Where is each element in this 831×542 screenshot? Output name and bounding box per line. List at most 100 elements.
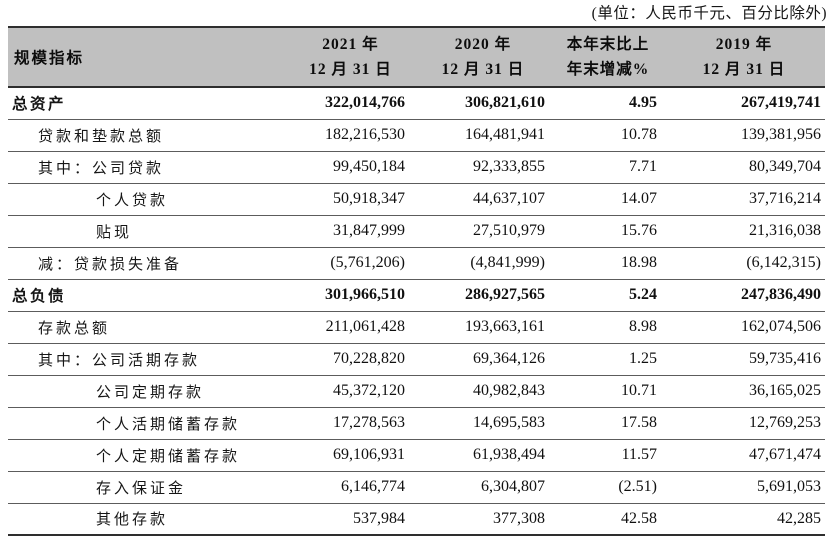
value-2020: 306,821,610 (465, 94, 545, 112)
row-label: 减：贷款损失准备 (38, 256, 183, 273)
value-2019: (6,142,315) (746, 254, 821, 271)
value-2019: 247,836,490 (741, 286, 821, 303)
value-change-pct: 8.98 (629, 318, 657, 335)
row-label: 其中：公司贷款 (38, 160, 165, 177)
value-2021: (5,761,206) (330, 254, 405, 271)
value-2020: 40,982,843 (473, 382, 545, 399)
header-2021-date: 12 月 31 日 (309, 61, 392, 78)
table-row: 减：贷款损失准备 (5,761,206) (4,841,999) 18.98 (… (8, 247, 825, 279)
value-change-pct: 18.98 (621, 254, 657, 271)
header-2020-date: 12 月 31 日 (441, 61, 525, 78)
table-row: 贴现 31,847,999 27,510,979 15.76 21,316,03… (8, 215, 825, 247)
row-label: 存款总额 (38, 320, 111, 337)
value-2021: 182,216,530 (325, 126, 405, 143)
value-2019: 139,381,956 (741, 126, 821, 143)
table-row: 个人贷款 50,918,347 44,637,107 14.07 37,716,… (8, 183, 825, 215)
value-2021: 99,450,184 (333, 158, 405, 175)
scale-indicators-table: 规模指标 2021 年 12 月 31 日 2020 年 12 月 31 日 本… (8, 26, 825, 536)
value-2020: 27,510,979 (473, 222, 545, 239)
value-change-pct: 10.71 (621, 382, 657, 399)
header-scale-indicator: 规模指标 (14, 50, 85, 67)
value-change-pct: 1.25 (629, 350, 657, 367)
table-row: 其他存款 537,984 377,308 42.58 42,285 (8, 503, 825, 535)
value-2019: 47,671,474 (749, 446, 821, 463)
value-change-pct: 14.07 (621, 190, 657, 207)
value-2021: 17,278,563 (333, 414, 405, 431)
row-label: 总负债 (12, 288, 67, 305)
table-body: 总资产 322,014,766 306,821,610 4.95 267,419… (8, 87, 825, 535)
row-label: 个人定期储蓄存款 (96, 448, 241, 465)
value-change-pct: 7.71 (629, 158, 657, 175)
value-2020: 61,938,494 (473, 446, 545, 463)
value-2021: 301,966,510 (325, 286, 405, 303)
value-2020: 92,333,855 (473, 158, 545, 175)
value-2021: 45,372,120 (333, 382, 405, 399)
row-label: 其他存款 (96, 512, 169, 529)
header-change: 本年末比上 年末增减% (553, 27, 663, 87)
value-2020: 286,927,565 (465, 286, 545, 303)
value-2019: 5,691,053 (757, 478, 821, 495)
table-row: 总负债 301,966,510 286,927,565 5.24 247,836… (8, 279, 825, 311)
value-2020: (4,841,999) (470, 254, 545, 271)
value-change-pct: 15.76 (621, 222, 657, 239)
header-2021-year: 2021 年 (322, 36, 379, 53)
table-row: 个人活期储蓄存款 17,278,563 14,695,583 17.58 12,… (8, 407, 825, 439)
value-2021: 69,106,931 (333, 446, 405, 463)
table-row: 贷款和垫款总额 182,216,530 164,481,941 10.78 13… (8, 119, 825, 151)
value-2020: 6,304,807 (481, 478, 545, 495)
value-2019: 80,349,704 (749, 158, 821, 175)
value-2020: 69,364,126 (473, 350, 545, 367)
value-2019: 162,074,506 (741, 318, 821, 335)
value-2021: 31,847,999 (333, 222, 405, 239)
value-2021: 211,061,428 (325, 318, 405, 335)
header-2020-year: 2020 年 (454, 36, 512, 53)
header-2020: 2020 年 12 月 31 日 (413, 27, 553, 87)
unit-note: (单位：人民币千元、百分比除外) (591, 5, 827, 22)
value-2019: 36,165,025 (749, 382, 821, 399)
row-label: 其中：公司活期存款 (38, 352, 201, 369)
value-2019: 37,716,214 (749, 190, 821, 207)
value-2020: 44,637,107 (473, 190, 545, 207)
table-header: 规模指标 2021 年 12 月 31 日 2020 年 12 月 31 日 本… (8, 27, 825, 87)
header-change-line2: 年末增减% (566, 61, 650, 78)
row-label: 贴现 (96, 224, 133, 241)
table-row: 存入保证金 6,146,774 6,304,807 (2.51) 5,691,0… (8, 471, 825, 503)
table-row: 公司定期存款 45,372,120 40,982,843 10.71 36,16… (8, 375, 825, 407)
header-change-line1: 本年末比上 (566, 36, 650, 53)
table-row: 个人定期储蓄存款 69,106,931 61,938,494 11.57 47,… (8, 439, 825, 471)
value-change-pct: 5.24 (629, 286, 657, 303)
value-2020: 14,695,583 (473, 414, 545, 431)
value-2020: 377,308 (493, 509, 545, 527)
value-2019: 59,735,416 (749, 350, 821, 367)
table-row: 存款总额 211,061,428 193,663,161 8.98 162,07… (8, 311, 825, 343)
row-label: 个人贷款 (96, 192, 169, 209)
row-label: 个人活期储蓄存款 (96, 416, 241, 433)
row-label: 公司定期存款 (96, 384, 205, 401)
value-2021: 6,146,774 (341, 478, 405, 495)
value-2020: 164,481,941 (465, 126, 545, 143)
value-2019: 12,769,253 (749, 414, 821, 431)
value-2019: 267,419,741 (741, 94, 821, 112)
value-change-pct: 4.95 (629, 94, 657, 112)
value-2020: 193,663,161 (465, 318, 545, 335)
header-2019: 2019 年 12 月 31 日 (663, 27, 825, 87)
value-change-pct: (2.51) (618, 478, 657, 495)
value-change-pct: 17.58 (621, 414, 657, 431)
header-2021: 2021 年 12 月 31 日 (288, 27, 413, 87)
row-label: 贷款和垫款总额 (38, 128, 165, 145)
table-row: 其中：公司贷款 99,450,184 92,333,855 7.71 80,34… (8, 151, 825, 183)
value-2021: 50,918,347 (333, 190, 405, 207)
header-2019-date: 12 月 31 日 (702, 61, 786, 78)
row-label: 存入保证金 (96, 480, 187, 497)
header-2019-year: 2019 年 (715, 36, 773, 53)
value-change-pct: 11.57 (621, 446, 657, 463)
value-2021: 322,014,766 (325, 94, 405, 112)
value-2019: 42,285 (777, 509, 821, 527)
table-row: 其中：公司活期存款 70,228,820 69,364,126 1.25 59,… (8, 343, 825, 375)
value-change-pct: 10.78 (621, 126, 657, 143)
table-row: 总资产 322,014,766 306,821,610 4.95 267,419… (8, 87, 825, 119)
row-label: 总资产 (12, 96, 67, 114)
value-2021: 70,228,820 (333, 350, 405, 367)
value-2019: 21,316,038 (749, 222, 821, 239)
value-2021: 537,984 (353, 509, 405, 527)
